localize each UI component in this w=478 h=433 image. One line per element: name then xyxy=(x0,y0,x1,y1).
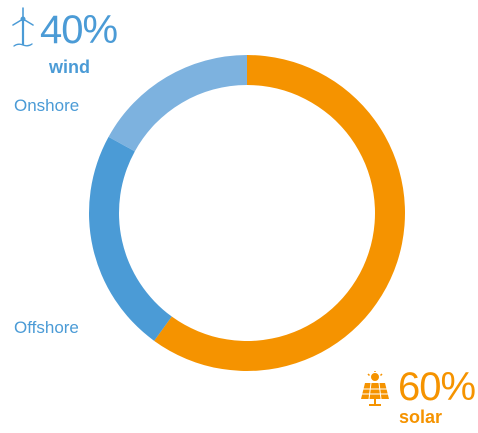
donut-slice-solar xyxy=(154,55,405,371)
wind-turbine-icon xyxy=(12,7,34,47)
donut-slice-onshore xyxy=(108,55,247,152)
solar-percent: 60% xyxy=(398,365,476,409)
wind-percent: 40% xyxy=(40,8,118,52)
slice-label-onshore: Onshore xyxy=(14,96,80,115)
solar-category-label: solar xyxy=(399,407,443,427)
slice-label-offshore: Offshore xyxy=(14,318,79,337)
donut-slice-offshore xyxy=(88,136,172,341)
solar-panel-icon xyxy=(361,371,389,406)
wind-category-label: wind xyxy=(49,57,90,77)
